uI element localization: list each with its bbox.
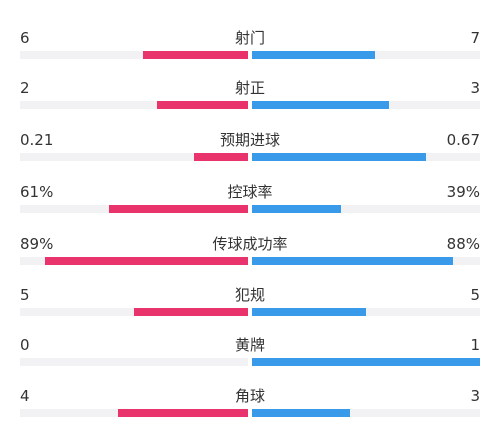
home-bar <box>117 409 248 417</box>
away-bar-track <box>252 257 480 265</box>
home-bar <box>45 257 248 265</box>
home-value: 2 <box>20 79 30 97</box>
away-bar <box>252 308 366 316</box>
home-bar <box>142 51 248 59</box>
stat-row-expected-goals: 0.21 预期进球 0.67 <box>0 130 500 180</box>
away-bar <box>252 409 350 417</box>
away-bar <box>252 51 375 59</box>
stat-row-yellow-cards: 0 黄牌 1 <box>0 335 500 385</box>
home-value: 4 <box>20 387 30 405</box>
away-bar-track <box>252 51 480 59</box>
home-bar-track <box>20 51 248 59</box>
home-bar-track <box>20 101 248 109</box>
away-bar <box>252 205 341 213</box>
home-value: 0 <box>20 336 30 354</box>
away-bar-track <box>252 101 480 109</box>
away-bar-track <box>252 358 480 366</box>
home-bar-track <box>20 257 248 265</box>
stat-label: 传球成功率 <box>212 235 288 253</box>
away-value: 39% <box>446 183 480 201</box>
stat-row-fouls: 5 犯规 5 <box>0 285 500 335</box>
stat-label: 角球 <box>234 387 265 405</box>
home-bar <box>108 205 248 213</box>
away-bar <box>252 257 453 265</box>
stat-label: 射正 <box>234 79 265 97</box>
away-bar-track <box>252 205 480 213</box>
stat-row-pass-accuracy: 89% 传球成功率 88% <box>0 234 500 284</box>
home-bar <box>134 308 248 316</box>
stat-row-corners: 4 角球 3 <box>0 386 500 436</box>
away-value: 7 <box>470 29 480 47</box>
stat-row-shots: 6 射门 7 <box>0 28 500 78</box>
home-bar <box>156 101 248 109</box>
stat-row-shots-on-target: 2 射正 3 <box>0 78 500 128</box>
away-value: 3 <box>470 387 480 405</box>
home-bar-track <box>20 308 248 316</box>
away-bar-track <box>252 308 480 316</box>
home-bar-track <box>20 358 248 366</box>
home-value: 6 <box>20 29 30 47</box>
away-value: 88% <box>446 235 480 253</box>
away-bar-track <box>252 153 480 161</box>
away-bar <box>252 358 480 366</box>
home-bar-track <box>20 153 248 161</box>
home-value: 89% <box>20 235 54 253</box>
home-value: 61% <box>20 183 54 201</box>
away-value: 3 <box>470 79 480 97</box>
away-bar <box>252 153 426 161</box>
home-bar <box>193 153 248 161</box>
stat-label: 控球率 <box>227 183 273 201</box>
home-value: 0.21 <box>20 131 54 149</box>
away-bar <box>252 101 389 109</box>
stat-label: 射门 <box>234 29 265 47</box>
away-value: 0.67 <box>446 131 480 149</box>
away-bar-track <box>252 409 480 417</box>
stat-label: 犯规 <box>234 286 265 304</box>
stat-row-possession: 61% 控球率 39% <box>0 182 500 232</box>
home-value: 5 <box>20 286 30 304</box>
away-value: 1 <box>470 336 480 354</box>
away-value: 5 <box>470 286 480 304</box>
stat-label: 预期进球 <box>219 131 280 149</box>
home-bar-track <box>20 205 248 213</box>
home-bar-track <box>20 409 248 417</box>
stat-label: 黄牌 <box>234 336 265 354</box>
